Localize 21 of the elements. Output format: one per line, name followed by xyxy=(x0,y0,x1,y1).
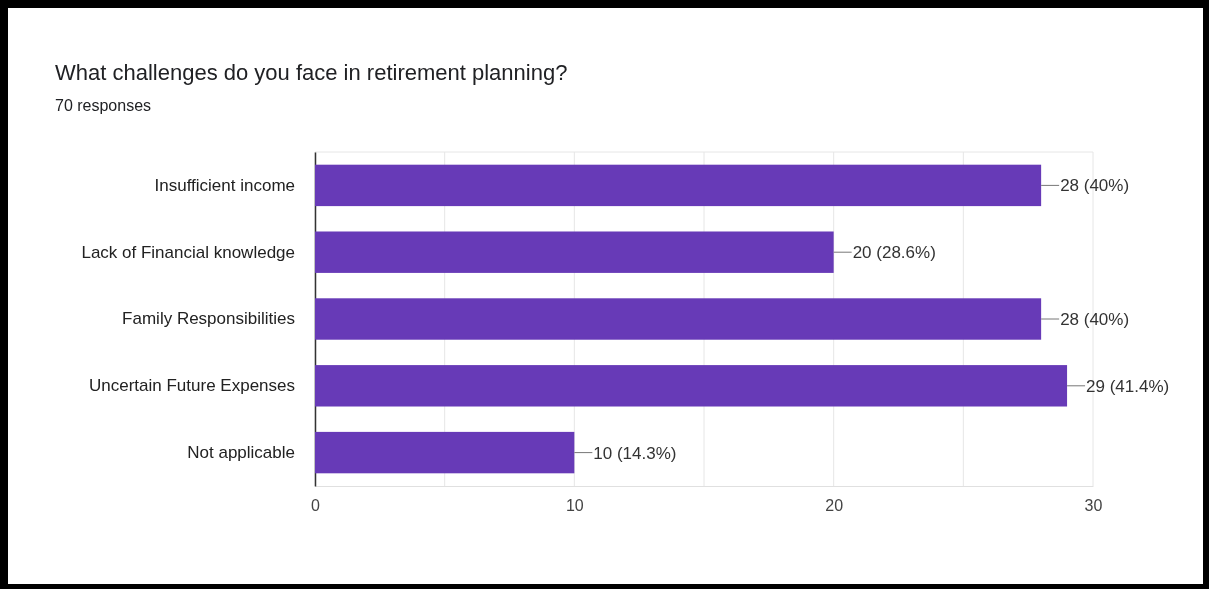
bar xyxy=(315,365,1068,407)
text: 70 responses xyxy=(55,97,152,114)
x-tick-label: 30 xyxy=(1084,497,1103,515)
y-tick-label: Uncertain Future Expenses xyxy=(89,376,295,396)
bar xyxy=(315,431,575,474)
y-tick-label: Not applicable xyxy=(187,443,295,463)
chart-title: What challenges do you face in retirement planning? xyxy=(55,60,568,85)
x-tick-label: 0 xyxy=(311,497,321,515)
data-label: 28 (40%) xyxy=(1060,309,1130,329)
y-tick-label: Insufficient income xyxy=(154,175,295,195)
x-tick-label: 20 xyxy=(825,497,844,515)
data-label: 29 (41.4%) xyxy=(1086,376,1170,396)
data-label: 20 (28.6%) xyxy=(852,243,936,263)
data-label: 28 (40%) xyxy=(1060,176,1130,196)
y-tick-label: Family Responsibilities xyxy=(122,309,295,329)
data-label: 10 (14.3%) xyxy=(593,443,677,463)
bar xyxy=(315,298,1042,340)
y-tick-label: Lack of Financial knowledge xyxy=(81,242,295,262)
bar xyxy=(315,231,834,273)
bar xyxy=(315,164,1042,207)
x-tick-label: 10 xyxy=(565,497,584,515)
